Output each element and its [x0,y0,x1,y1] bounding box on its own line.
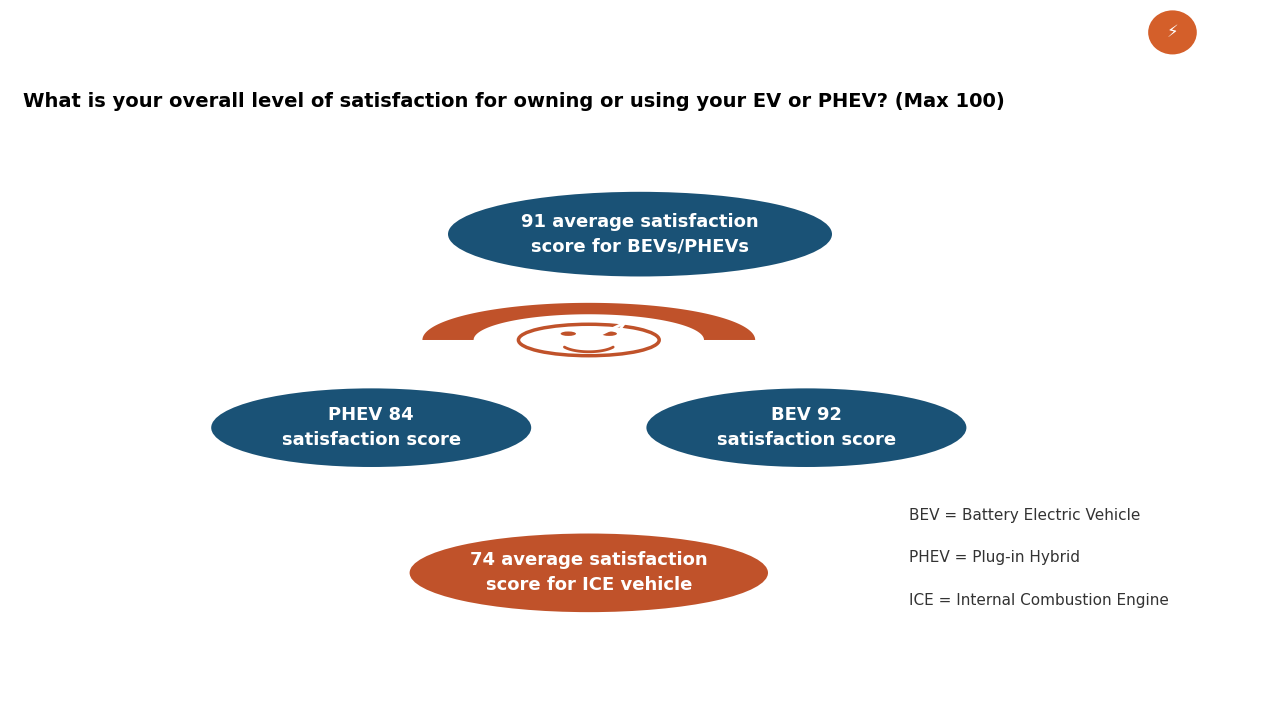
Ellipse shape [602,331,617,336]
Text: Higher satisfaction for EVs vs petrol or diesel vehicles: Higher satisfaction for EVs vs petrol or… [23,14,1171,50]
Text: ICE = Internal Combustion Engine: ICE = Internal Combustion Engine [909,593,1169,608]
Text: ⚡: ⚡ [1166,23,1179,41]
Text: MAP: MAP [1179,19,1238,43]
Text: ®: ® [1240,14,1252,24]
Text: PHEV = Plug-in Hybrid: PHEV = Plug-in Hybrid [909,550,1080,565]
Text: BEV = Battery Electric Vehicle: BEV = Battery Electric Vehicle [909,508,1140,523]
Text: What is your overall level of satisfaction for owning or using your EV or PHEV? : What is your overall level of satisfacti… [23,92,1005,111]
Text: ZAP: ZAP [1093,19,1146,43]
Ellipse shape [561,331,576,336]
Ellipse shape [410,534,768,612]
Ellipse shape [211,388,531,467]
Ellipse shape [518,324,659,356]
Text: 74 average satisfaction
score for ICE vehicle: 74 average satisfaction score for ICE ve… [470,552,708,594]
Ellipse shape [1148,10,1197,55]
Text: PHEV 84
satisfaction score: PHEV 84 satisfaction score [282,406,461,449]
Ellipse shape [448,192,832,276]
Polygon shape [422,303,755,340]
Ellipse shape [646,388,966,467]
Text: 91 average satisfaction
score for BEVs/PHEVs: 91 average satisfaction score for BEVs/P… [521,212,759,256]
Text: Copyright © 2021: Copyright © 2021 [1094,685,1257,704]
Text: Respondents EV Survey 2021: 3306: Respondents EV Survey 2021: 3306 [23,685,346,704]
Text: BEV 92
satisfaction score: BEV 92 satisfaction score [717,406,896,449]
